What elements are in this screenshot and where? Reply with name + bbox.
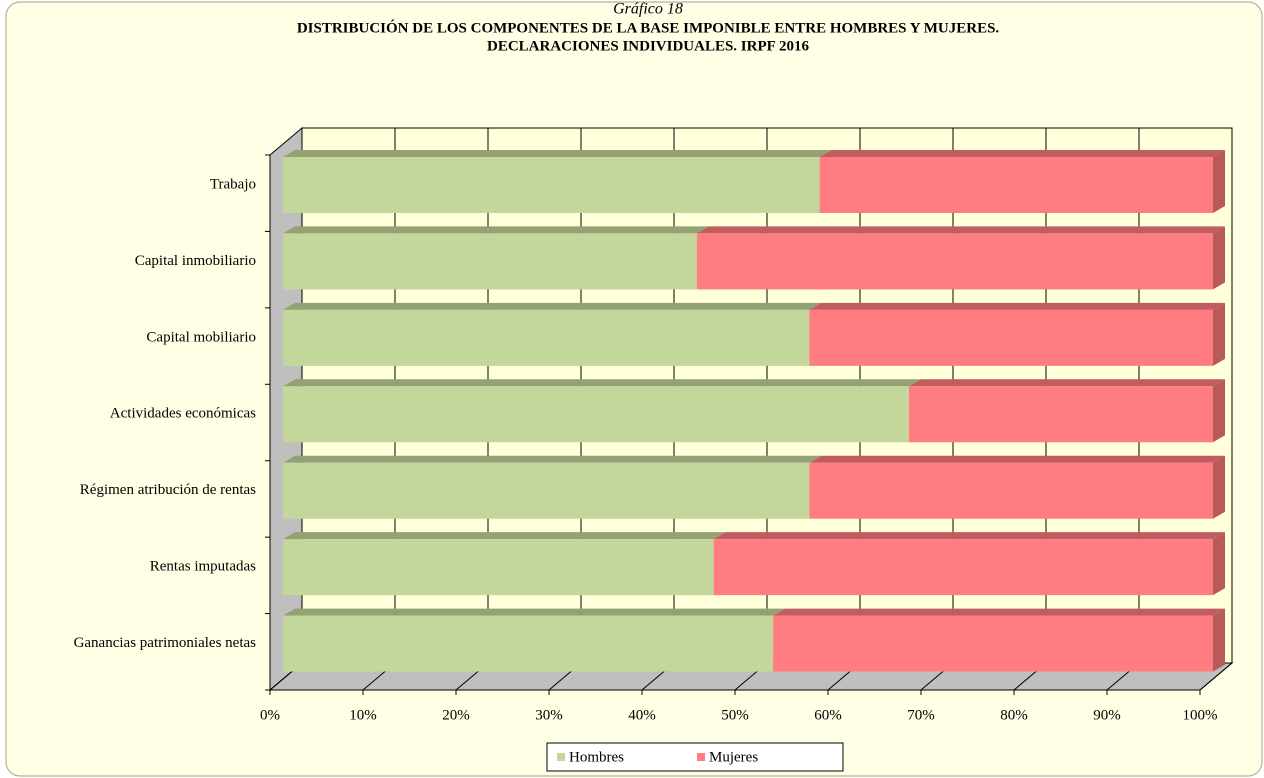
bar-side bbox=[1213, 455, 1225, 519]
chart-title: DISTRIBUCIÓN DE LOS COMPONENTES DE LA BA… bbox=[297, 19, 1000, 36]
bar-side bbox=[1213, 379, 1225, 443]
legend-label: Mujeres bbox=[709, 749, 758, 765]
bar bbox=[713, 539, 1213, 596]
y-tick-label: Trabajo bbox=[210, 176, 256, 192]
bar bbox=[283, 309, 810, 366]
bar-top bbox=[908, 379, 1225, 387]
bar bbox=[283, 462, 810, 519]
x-tick-label: 60% bbox=[814, 707, 842, 723]
bar-top bbox=[283, 226, 709, 234]
bar-top bbox=[809, 455, 1225, 463]
bar bbox=[908, 386, 1213, 443]
bar bbox=[809, 309, 1213, 366]
bar bbox=[773, 615, 1213, 672]
bar-top bbox=[283, 150, 832, 157]
bar-side bbox=[1213, 150, 1225, 213]
grid-line bbox=[1199, 662, 1233, 691]
chart-title: DECLARACIONES INDIVIDUALES. IRPF 2016 bbox=[487, 38, 809, 54]
legend-box bbox=[546, 742, 844, 772]
bar-top bbox=[819, 150, 1225, 157]
y-tick-label: Capital inmobiliario bbox=[135, 253, 256, 269]
legend-swatch bbox=[557, 753, 565, 761]
bar-top bbox=[283, 608, 786, 616]
bar-side bbox=[1213, 226, 1225, 290]
x-tick-label: 0% bbox=[260, 707, 280, 723]
x-tick-label: 90% bbox=[1093, 707, 1121, 723]
bar bbox=[283, 386, 909, 443]
bar-top bbox=[696, 226, 1225, 234]
bar-top bbox=[809, 302, 1225, 310]
legend-swatch bbox=[697, 753, 705, 761]
bar-side bbox=[1213, 532, 1225, 596]
bar bbox=[696, 233, 1213, 290]
plot-area: 0% 10% 20% 30% 40% 50% 60% 70% 80% 90% 100% Trabajo… bbox=[74, 126, 1234, 723]
bar bbox=[283, 157, 820, 213]
y-tick-label: Actividades económicas bbox=[110, 406, 256, 422]
legend-label: Hombres bbox=[569, 749, 624, 765]
bar-top bbox=[283, 455, 822, 463]
bar-top bbox=[283, 302, 822, 310]
x-tick-label: 80% bbox=[1000, 707, 1028, 723]
bar-top bbox=[773, 608, 1225, 616]
y-tick-label: Régimen atribución de rentas bbox=[80, 482, 256, 498]
x-tick-label: 50% bbox=[721, 707, 749, 723]
bar-top bbox=[713, 532, 1225, 540]
chart-subtitle: Gráfico 18 bbox=[613, 1, 683, 18]
x-tick-label: 40% bbox=[628, 707, 656, 723]
bar bbox=[819, 157, 1213, 213]
y-tick-label: Ganancias patrimoniales netas bbox=[74, 635, 257, 651]
x-tick-label: 20% bbox=[442, 707, 470, 723]
bar-top bbox=[283, 379, 921, 387]
x-tick-label: 10% bbox=[349, 707, 377, 723]
x-tick-label: 70% bbox=[907, 707, 935, 723]
y-tick-label: Rentas imputadas bbox=[150, 559, 256, 575]
bar-top bbox=[283, 532, 726, 540]
legend: Hombres Mujeres bbox=[546, 742, 844, 772]
bar bbox=[283, 539, 714, 596]
bar-side bbox=[1213, 302, 1225, 366]
bar bbox=[809, 462, 1213, 519]
bar-side bbox=[1213, 608, 1225, 672]
y-tick-label: Capital mobiliario bbox=[146, 329, 256, 345]
x-tick-label: 30% bbox=[535, 707, 563, 723]
x-tick-label: 100% bbox=[1183, 707, 1218, 723]
bar bbox=[283, 615, 774, 672]
bar bbox=[283, 233, 697, 290]
